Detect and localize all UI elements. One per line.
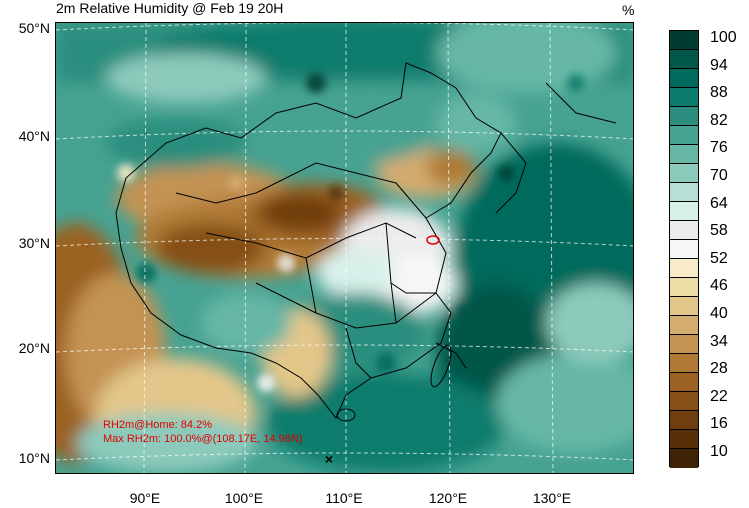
colorbar-swatch (670, 145, 698, 164)
lat-label-20n: 20°N (18, 340, 50, 356)
colorbar-label: 16 (710, 415, 728, 433)
colorbar-label: 28 (710, 360, 728, 378)
colorbar-swatch (670, 126, 698, 145)
colorbar-swatch (670, 449, 698, 468)
colorbar-label: 58 (710, 222, 728, 240)
colorbar-swatch (670, 373, 698, 392)
lat-label-30n: 30°N (18, 235, 50, 251)
colorbar-label: 40 (710, 305, 728, 322)
unit-label: % (622, 2, 635, 18)
home-annotation: RH2m@Home: 84.2% (103, 419, 212, 431)
home-marker (426, 235, 440, 245)
lon-label-120e: 120°E (428, 490, 468, 506)
colorbar-swatch (670, 240, 698, 259)
colorbar-label: 94 (710, 56, 728, 74)
colorbar-label: 34 (710, 332, 728, 350)
colorbar-label: 88 (710, 84, 728, 102)
lon-label-130e: 130°E (532, 490, 572, 506)
colorbar-swatch (670, 392, 698, 411)
colorbar-swatch (670, 183, 698, 202)
colorbar-swatch (670, 259, 698, 278)
colorbar-swatch (670, 354, 698, 373)
lat-label-50n: 50°N (18, 20, 50, 36)
lat-label-10n: 10°N (18, 450, 50, 466)
colorbar-swatch (670, 50, 698, 69)
max-location-marker: × (325, 451, 333, 467)
colorbar-swatch (670, 31, 698, 50)
colorbar-label: 82 (710, 111, 728, 129)
colorbar-swatch (670, 316, 698, 335)
colorbar-swatch (670, 107, 698, 126)
map-title: 2m Relative Humidity @ Feb 19 20H (56, 0, 284, 16)
colorbar-swatch (670, 69, 698, 88)
lon-label-100e: 100°E (224, 490, 264, 506)
colorbar-swatch (670, 297, 698, 316)
colorbar-label: 22 (710, 387, 728, 405)
colorbar-label: 70 (710, 167, 728, 184)
colorbar-swatch (670, 202, 698, 221)
colorbar (669, 30, 699, 468)
colorbar-swatch (670, 221, 698, 240)
colorbar-label: 46 (710, 277, 728, 295)
lon-label-90e: 90°E (129, 490, 161, 506)
colorbar-label: 10 (710, 443, 728, 460)
colorbar-swatch (670, 430, 698, 449)
colorbar-swatch (670, 88, 698, 107)
colorbar-swatch (670, 278, 698, 297)
colorbar-label: 76 (710, 139, 728, 157)
humidity-map: × (55, 22, 634, 474)
colorbar-label: 64 (710, 194, 728, 212)
lat-label-40n: 40°N (18, 128, 50, 144)
colorbar-label: 52 (710, 249, 728, 267)
lon-label-110e: 110°E (325, 490, 363, 506)
colorbar-label: 100 (710, 29, 737, 46)
max-annotation: Max RH2m: 100.0%@(108.17E, 14.96N) (103, 433, 303, 445)
colorbar-swatch (670, 335, 698, 354)
colorbar-swatch (670, 411, 698, 430)
colorbar-swatch (670, 164, 698, 183)
humidity-field: × (56, 23, 633, 473)
